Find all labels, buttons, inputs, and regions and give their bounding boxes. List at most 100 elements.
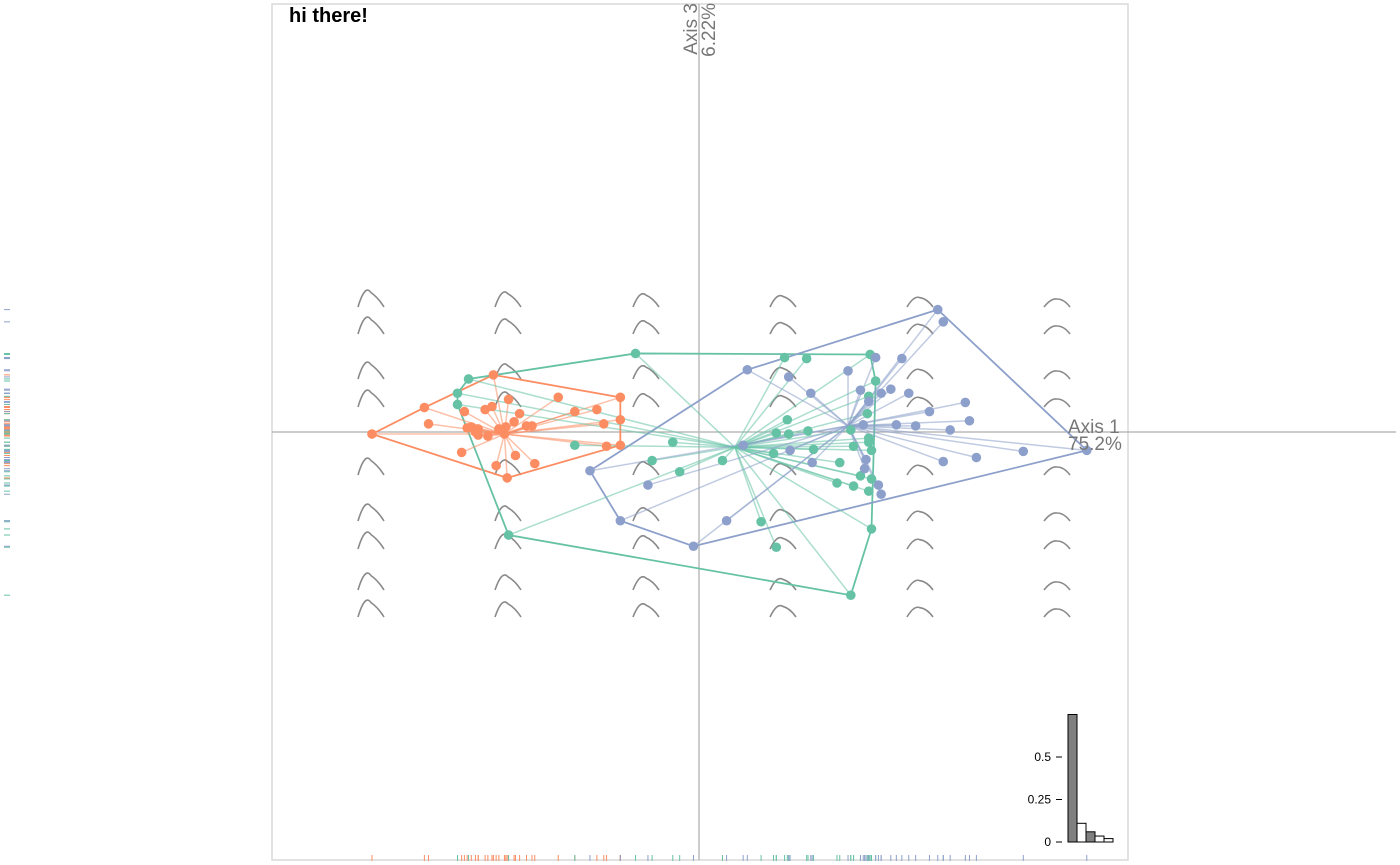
- data-point: [863, 396, 874, 407]
- star-segment: [734, 446, 852, 596]
- star-segment: [651, 446, 735, 462]
- data-point: [876, 388, 886, 399]
- arc-glyph: [494, 318, 522, 335]
- arc-glyph: [1043, 370, 1071, 380]
- star-segment: [457, 392, 736, 449]
- arc-glyph: [494, 391, 522, 408]
- data-point: [783, 429, 794, 439]
- data-point: [832, 478, 842, 488]
- data-point: [866, 445, 877, 456]
- data-point: [910, 421, 921, 431]
- star-segment: [734, 380, 876, 448]
- star-segment: [734, 358, 808, 448]
- data-point: [938, 317, 949, 327]
- star-segment: [495, 433, 506, 466]
- data-point: [601, 441, 612, 452]
- eigenvalue-bar: [1103, 838, 1114, 843]
- eigenvalue-bar: [1067, 714, 1078, 843]
- data-point: [456, 447, 467, 458]
- arc-glyph: [357, 389, 385, 408]
- data-point: [615, 414, 626, 425]
- data-point: [785, 445, 795, 456]
- x-axis-name: Axis 1: [1068, 417, 1120, 438]
- data-point: [503, 394, 514, 405]
- star-segment: [574, 444, 735, 449]
- star-segment: [457, 403, 735, 449]
- data-point: [848, 441, 859, 452]
- star-segment: [734, 395, 870, 449]
- star-segment: [679, 446, 736, 473]
- data-point: [643, 480, 653, 490]
- star-segment: [504, 408, 598, 435]
- data-point: [876, 489, 886, 500]
- data-point: [553, 392, 564, 403]
- arc-glyph: [494, 574, 522, 591]
- star-segment: [734, 446, 838, 484]
- x-axis-inertia: 75.2%: [1068, 434, 1122, 455]
- data-point: [598, 419, 609, 429]
- star-segment: [504, 433, 607, 448]
- star-segment: [847, 401, 966, 427]
- star-segment: [847, 425, 1024, 453]
- arc-glyph: [357, 289, 385, 308]
- arc-glyph: [494, 291, 522, 308]
- data-point: [488, 370, 499, 380]
- data-point: [647, 455, 657, 466]
- arc-glyph: [632, 319, 660, 335]
- plot-title: hi there!: [289, 5, 368, 27]
- star-segment: [424, 406, 505, 435]
- data-point: [367, 429, 377, 439]
- data-point: [570, 406, 580, 417]
- data-point: [452, 399, 463, 410]
- data-point: [721, 515, 732, 526]
- data-point: [807, 457, 817, 468]
- data-point: [782, 414, 793, 425]
- data-point: [615, 440, 626, 451]
- arc-glyph: [632, 364, 660, 380]
- data-point: [487, 401, 497, 412]
- data-point: [803, 426, 813, 436]
- data-point: [843, 366, 853, 376]
- arc-glyph: [1043, 325, 1071, 335]
- star-segment: [726, 425, 849, 522]
- data-point: [514, 408, 525, 419]
- data-point: [1018, 446, 1029, 457]
- data-point: [891, 420, 902, 430]
- data-point: [866, 524, 877, 534]
- arc-glyph: [357, 599, 385, 618]
- data-point: [570, 440, 580, 451]
- data-point: [859, 463, 870, 474]
- data-point: [521, 421, 532, 431]
- star-segment: [743, 425, 849, 446]
- data-point: [846, 425, 856, 435]
- eigenvalues-inset: 0 0.25 0.5: [1028, 714, 1114, 849]
- data-point: [870, 376, 881, 386]
- data-point: [452, 388, 463, 399]
- arc-glyph: [494, 363, 522, 380]
- star-segment: [635, 352, 736, 448]
- arc-glyph: [906, 464, 934, 476]
- points: [367, 304, 1092, 600]
- star-segment: [847, 425, 944, 463]
- arc-glyph: [769, 394, 797, 408]
- data-point: [805, 388, 816, 399]
- inset-tick-label: 0.25: [1028, 793, 1052, 807]
- data-point: [862, 408, 873, 419]
- data-point: [834, 457, 845, 468]
- data-point: [801, 353, 812, 364]
- arc-glyph: [769, 508, 797, 522]
- data-point: [870, 352, 881, 363]
- data-point: [592, 404, 602, 415]
- arc-glyph: [1043, 540, 1071, 550]
- star-segment: [847, 321, 944, 427]
- arc-glyph: [357, 531, 385, 550]
- star-segment: [811, 425, 849, 464]
- data-point: [897, 353, 907, 364]
- data-point: [771, 542, 782, 553]
- star-segment: [672, 441, 735, 449]
- data-point: [861, 454, 871, 465]
- star-segment: [734, 357, 786, 448]
- arc-glyph: [1043, 512, 1071, 522]
- axis-labels: Axis 175.2% Axis 36.22%: [681, 3, 1122, 455]
